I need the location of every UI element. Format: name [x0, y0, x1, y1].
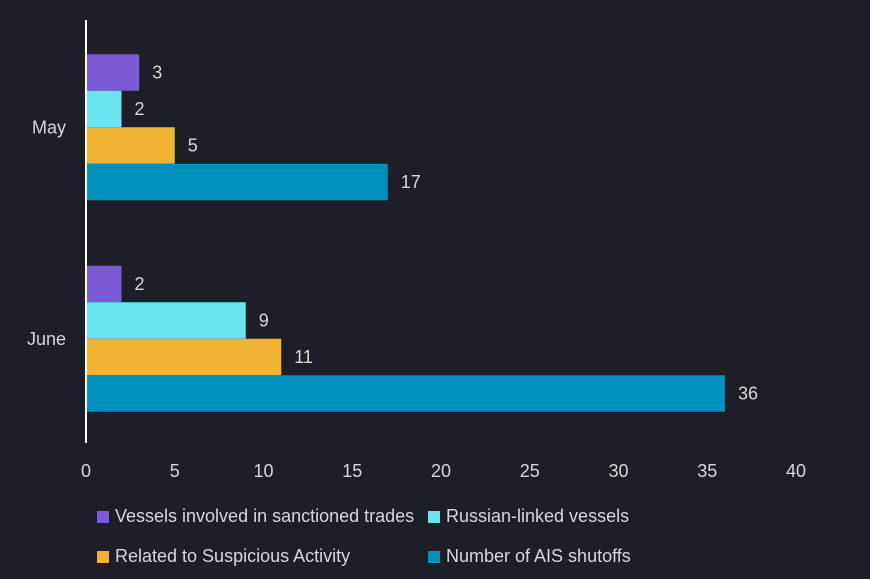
bar: [86, 265, 122, 303]
legend-swatch: [428, 550, 440, 563]
x-tick-label: 15: [342, 461, 362, 481]
legend-label: Related to Suspicious Activity: [115, 546, 351, 566]
data-label: 3: [152, 63, 162, 83]
x-tick-label: 0: [81, 461, 91, 481]
bar: [86, 54, 140, 91]
legend-item-sanctioned-trades[interactable]: Vessels involved in sanctioned trades: [97, 506, 414, 527]
legend-label: Number of AIS shutoffs: [446, 546, 631, 566]
bar: [86, 338, 282, 376]
legend-label: Vessels involved in sanctioned trades: [115, 506, 415, 526]
bar: [86, 127, 175, 164]
data-label: 9: [259, 311, 269, 331]
legend-label: Russian-linked vessels: [446, 506, 630, 526]
x-tick-label: 10: [253, 461, 273, 481]
legend-swatch: [97, 550, 109, 563]
data-label: 5: [188, 136, 198, 156]
x-tick-label: 25: [520, 461, 540, 481]
legend-item-russian-linked[interactable]: Russian-linked vessels: [428, 506, 629, 527]
x-tick-label: 30: [608, 461, 628, 481]
chart-legend: Vessels involved in sanctioned trades Ru…: [97, 500, 757, 579]
bar: [86, 302, 246, 339]
bar: [86, 90, 122, 128]
x-tick-label: 5: [170, 461, 180, 481]
category-label: June: [27, 329, 66, 349]
data-label: 2: [135, 274, 145, 294]
legend-item-ais-shutoffs[interactable]: Number of AIS shutoffs: [428, 546, 631, 567]
legend-item-suspicious-activity[interactable]: Related to Suspicious Activity: [97, 546, 350, 567]
category-label: May: [32, 117, 66, 137]
x-tick-label: 35: [697, 461, 717, 481]
bar: [86, 375, 725, 412]
bar: [86, 163, 388, 201]
legend-swatch: [97, 510, 109, 523]
legend-swatch: [428, 510, 440, 523]
x-tick-label: 40: [786, 461, 806, 481]
data-label: 17: [401, 172, 421, 192]
data-label: 36: [738, 384, 758, 404]
data-label: 2: [135, 99, 145, 119]
x-tick-label: 20: [431, 461, 451, 481]
data-label: 11: [294, 347, 313, 367]
